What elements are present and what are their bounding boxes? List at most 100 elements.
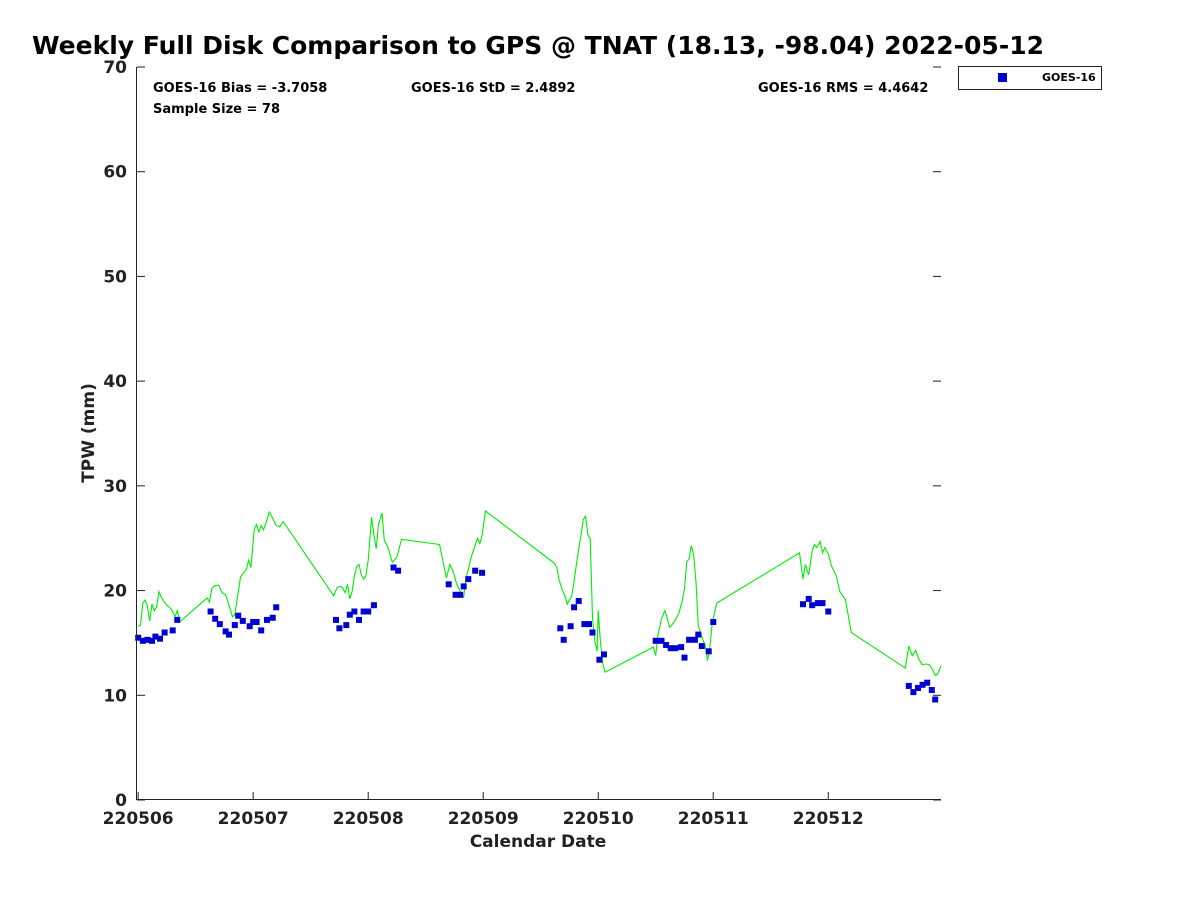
goes16-point xyxy=(336,625,343,632)
goes16-point xyxy=(678,644,685,651)
x-axis-label: Calendar Date xyxy=(470,832,607,852)
goes16-point xyxy=(465,576,472,583)
goes16-point xyxy=(567,623,574,630)
y-tick-label: 0 xyxy=(115,791,127,811)
goes16-point xyxy=(365,608,372,615)
y-tick-label: 70 xyxy=(103,58,127,78)
plot-area xyxy=(137,67,941,800)
legend-label-goes16: GOES-16 xyxy=(1042,71,1096,84)
goes16-point xyxy=(169,627,176,634)
goes16-point xyxy=(695,631,702,638)
goes16-point xyxy=(805,595,812,602)
y-tick-label: 60 xyxy=(103,163,127,183)
y-tick-label: 10 xyxy=(103,686,127,706)
goes16-point xyxy=(356,616,362,623)
x-tick-label: 220512 xyxy=(793,809,864,829)
x-tick-label: 220509 xyxy=(448,809,519,829)
goes16-point xyxy=(672,645,679,652)
goes16-point xyxy=(239,617,246,624)
legend: GOES-16 xyxy=(958,66,1102,90)
goes16-point xyxy=(250,619,257,625)
goes16-point xyxy=(571,604,578,611)
goes16-point xyxy=(174,616,181,623)
goes16-point xyxy=(139,637,146,644)
legend-marker-goes16 xyxy=(998,73,1007,82)
goes16-point xyxy=(928,687,935,693)
x-tick-label: 220506 xyxy=(103,809,174,829)
goes16-point xyxy=(710,619,717,625)
goes16-point xyxy=(135,634,142,641)
gps-line-layer xyxy=(137,509,942,677)
goes16-point xyxy=(370,602,377,609)
goes16-point xyxy=(809,602,816,609)
goes16-point xyxy=(264,616,270,623)
goes16-point xyxy=(235,612,242,619)
goes16-point xyxy=(705,648,712,655)
goes16-point xyxy=(800,601,806,608)
goes16-point xyxy=(445,581,452,588)
goes16-point xyxy=(915,685,921,691)
goes16-point xyxy=(207,608,214,615)
goes16-point xyxy=(343,622,350,629)
goes16-point xyxy=(472,567,479,574)
goes16-point xyxy=(663,642,670,648)
goes16-point xyxy=(273,604,280,611)
goes16-point xyxy=(575,598,582,604)
goes16-point xyxy=(601,651,607,658)
goes16-point xyxy=(589,629,596,636)
goes16-point xyxy=(652,637,659,644)
goes16-point xyxy=(149,637,155,644)
goes16-point xyxy=(212,615,219,622)
goes16-point xyxy=(557,625,564,632)
goes16-point xyxy=(819,600,826,607)
goes16-point xyxy=(226,631,232,638)
goes16-point xyxy=(457,591,464,598)
goes16-point xyxy=(905,682,912,689)
goes16-point xyxy=(691,636,698,643)
goes16-point xyxy=(581,621,588,628)
goes16-point xyxy=(157,635,163,642)
goes16-point xyxy=(351,608,358,615)
goes16-point xyxy=(910,689,917,696)
y-tick-label: 30 xyxy=(103,477,127,497)
y-tick-label: 20 xyxy=(103,582,127,602)
goes16-point xyxy=(667,645,674,652)
y-tick-label: 50 xyxy=(103,267,127,287)
rms-stat: GOES-16 RMS = 4.4642 xyxy=(758,81,928,96)
goes16-point xyxy=(586,621,592,628)
goes16-point xyxy=(390,564,397,571)
goes16-point xyxy=(253,619,260,625)
goes16-point xyxy=(479,569,486,576)
sample-size-stat: Sample Size = 78 xyxy=(153,102,280,117)
goes16-point xyxy=(222,628,229,635)
y-axis-label: TPW (mm) xyxy=(79,383,99,483)
goes16-point xyxy=(919,681,926,688)
goes16-point xyxy=(686,636,693,643)
goes16-point xyxy=(395,567,402,574)
x-axis-ticks: 220506 220507 220508 220509 220510 220511 2205… xyxy=(103,792,864,829)
x-tick-label: 220511 xyxy=(678,809,749,829)
std-stat: GOES-16 StD = 2.4892 xyxy=(411,81,575,96)
x-tick-label: 220507 xyxy=(218,809,289,829)
goes16-point xyxy=(452,591,459,598)
goes16-point xyxy=(216,621,223,628)
goes16-point xyxy=(814,600,821,607)
legend-box xyxy=(958,66,1102,90)
goes16-point xyxy=(932,696,939,703)
y-tick-label: 40 xyxy=(103,372,127,392)
goes16-point xyxy=(333,616,339,623)
goes16-point xyxy=(460,583,467,590)
goes16-point xyxy=(698,643,705,650)
goes16-point xyxy=(152,633,159,640)
goes16-point xyxy=(258,627,265,634)
goes16-marker-layer xyxy=(135,564,939,703)
goes16-point xyxy=(231,622,238,629)
x-tick-label: 220508 xyxy=(333,809,404,829)
goes16-point xyxy=(346,611,353,618)
bias-stat: GOES-16 Bias = -3.7058 xyxy=(153,81,327,96)
goes16-point xyxy=(681,654,688,661)
x-tick-label: 220510 xyxy=(563,809,634,829)
goes16-point xyxy=(144,636,151,643)
goes16-point xyxy=(825,608,832,615)
